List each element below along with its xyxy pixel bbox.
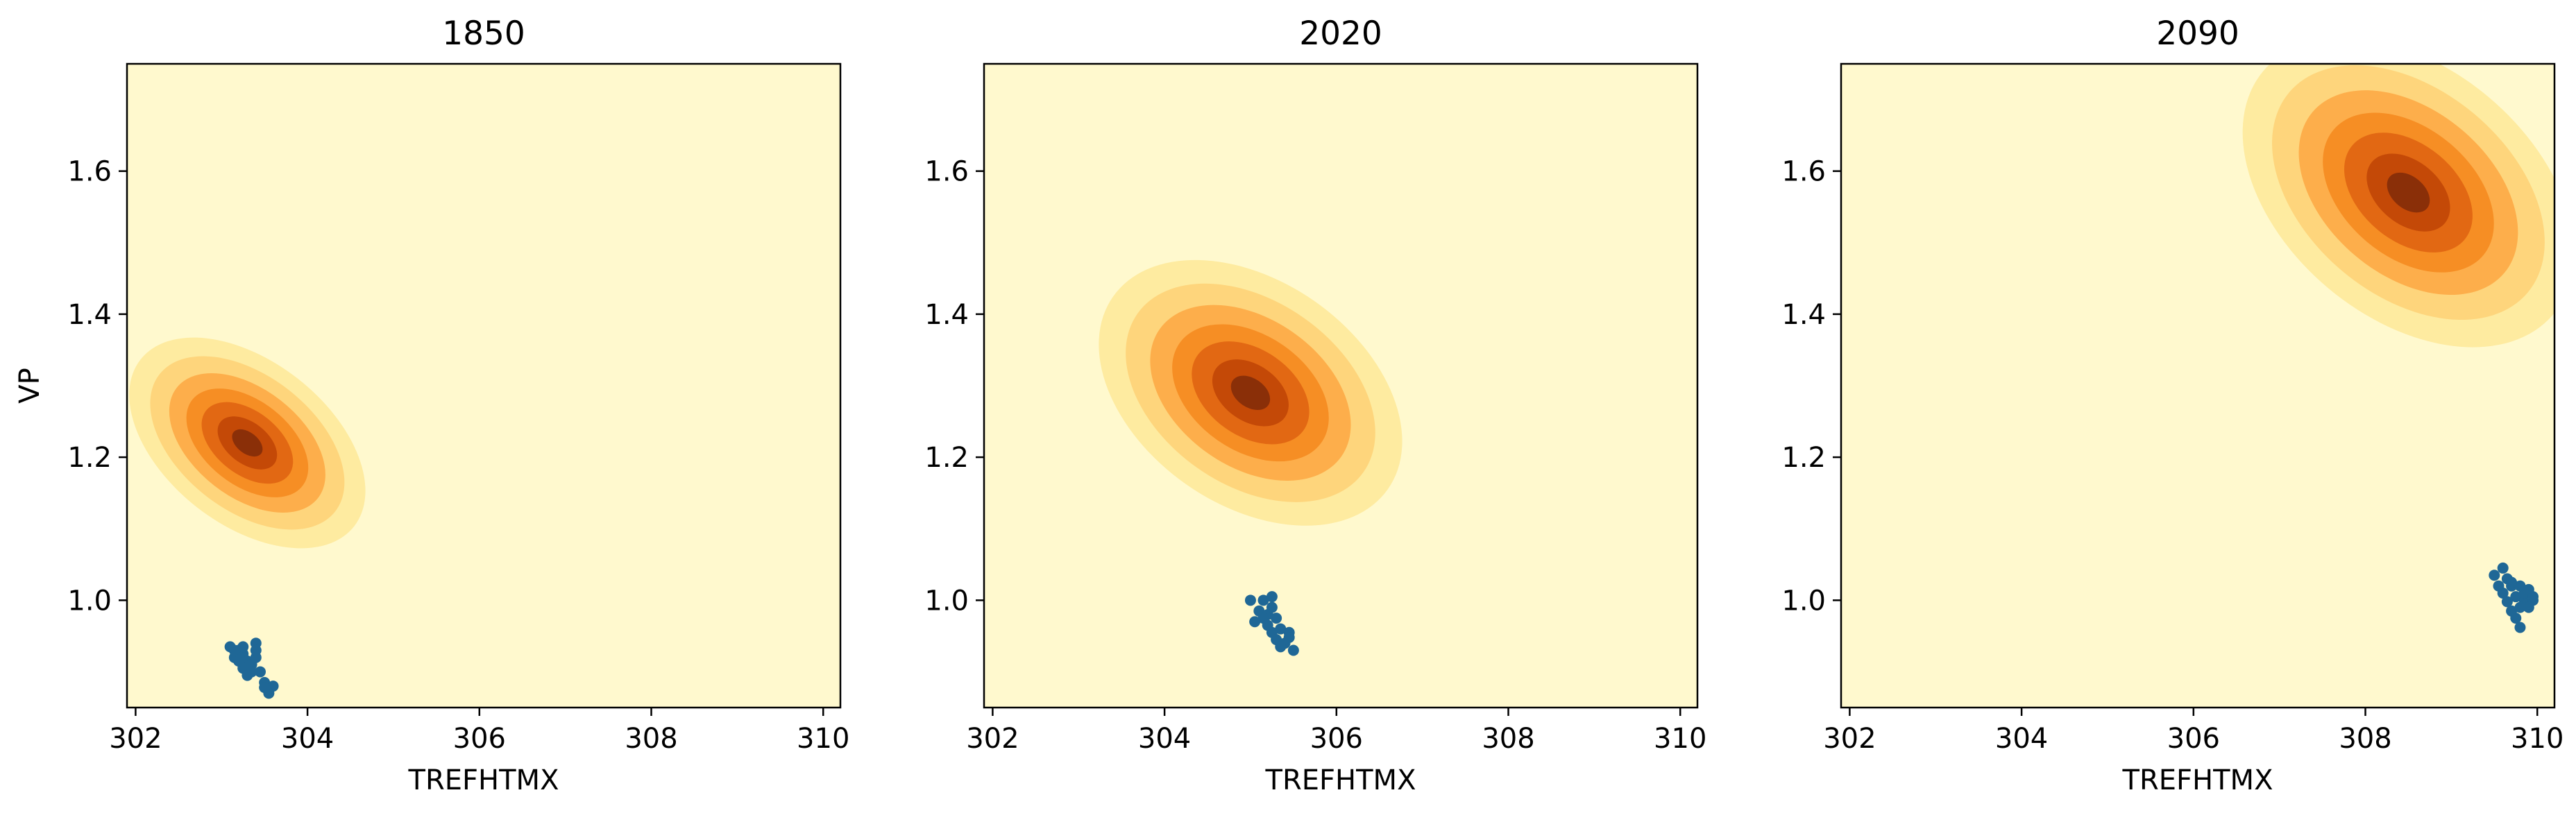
subplot-2090: 302 304 306 308 310 1.0 1.2 1.4 1.6 2090 TREFHT… (1781, 15, 2564, 796)
scatter-point (2514, 601, 2526, 613)
y-axis-label: VP (14, 368, 46, 403)
x-axis-label-2020: TREFHTMX (1265, 764, 1416, 796)
x-tick-label: 306 (453, 723, 506, 755)
scatter-point (1275, 623, 1287, 635)
x-ticks-1850: 302 304 306 308 310 (109, 708, 849, 755)
scatter-point (254, 666, 266, 678)
x-tick-label: 302 (1823, 723, 1876, 755)
scatter-point (2501, 596, 2513, 608)
y-tick-label: 1.4 (924, 299, 969, 331)
scatter-point (250, 644, 262, 656)
scatter-point (1283, 631, 1295, 643)
x-tick-label: 310 (2511, 723, 2564, 755)
x-tick-label: 304 (1138, 723, 1191, 755)
scatter-point (2514, 622, 2526, 633)
x-ticks-2020: 302 304 306 308 310 (966, 708, 1706, 755)
scatter-points-2090 (2489, 562, 2539, 633)
y-ticks-2020: 1.0 1.2 1.4 1.6 (924, 156, 984, 617)
y-tick-label: 1.6 (1781, 156, 1826, 188)
scatter-point (228, 644, 240, 656)
scatter-point (2489, 570, 2500, 581)
scatter-point (2493, 580, 2505, 592)
density-contours-1850 (129, 337, 366, 549)
scatter-point (259, 682, 271, 694)
scatter-point (2497, 562, 2509, 574)
subplot-title-1850: 1850 (442, 15, 525, 53)
x-tick-label: 308 (2339, 723, 2391, 755)
axes-frame-2090 (1840, 62, 2556, 709)
subplot-1850: 302 304 306 308 310 1.0 1.2 1.4 1.6 1850 TREFHT… (14, 15, 849, 796)
x-tick-label: 302 (966, 723, 1019, 755)
x-tick-label: 304 (281, 723, 334, 755)
subplot-title-2090: 2090 (2156, 15, 2239, 53)
scatter-point (1244, 594, 1256, 606)
y-tick-label: 1.2 (1781, 442, 1826, 474)
scatter-point (1257, 594, 1269, 606)
scatter-point (1249, 616, 1261, 628)
scatter-point (1271, 613, 1282, 624)
scatter-points-2020 (1244, 591, 1299, 656)
x-tick-label: 308 (1482, 723, 1534, 755)
y-tick-label: 1.0 (1781, 585, 1826, 617)
y-ticks-2090: 1.0 1.2 1.4 1.6 (1781, 156, 1841, 617)
density-level-7 (232, 429, 263, 457)
y-tick-label: 1.6 (67, 156, 112, 188)
scatter-point (233, 655, 245, 667)
x-tick-label: 310 (1654, 723, 1706, 755)
x-tick-label: 302 (109, 723, 162, 755)
x-ticks-2090: 302 304 306 308 310 (1823, 708, 2564, 755)
density-level-7 (2387, 172, 2430, 213)
scatter-point (1257, 613, 1269, 624)
density-contours-2090 (2242, 64, 2554, 348)
x-tick-label: 308 (625, 723, 677, 755)
scatter-point (2518, 588, 2530, 599)
density-contours-2020 (1099, 259, 1403, 526)
scatter-point (2523, 601, 2534, 613)
scatter-point (2527, 591, 2539, 603)
x-tick-label: 310 (797, 723, 849, 755)
scatter-point (1266, 601, 1278, 613)
y-tick-label: 1.0 (67, 585, 112, 617)
axes-frame-2020 (983, 62, 1699, 709)
scatter-point (1266, 591, 1278, 603)
scatter-point (2510, 613, 2522, 624)
x-axis-label-2090: TREFHTMX (2122, 764, 2273, 796)
x-tick-label: 304 (1995, 723, 2048, 755)
subplot-title-2020: 2020 (1299, 15, 1382, 53)
scatter-points-1850 (224, 637, 279, 699)
y-tick-label: 1.4 (67, 299, 112, 331)
x-tick-label: 306 (1310, 723, 1363, 755)
y-tick-label: 1.2 (924, 442, 969, 474)
y-tick-label: 1.6 (924, 156, 969, 188)
y-tick-label: 1.2 (67, 442, 112, 474)
scatter-point (2510, 591, 2522, 603)
scatter-point (237, 641, 249, 653)
y-tick-label: 1.4 (1781, 299, 1826, 331)
scatter-point (246, 666, 257, 678)
x-tick-label: 306 (2167, 723, 2220, 755)
y-ticks-1850: 1.0 1.2 1.4 1.6 (67, 156, 127, 617)
axes-frame-1850 (126, 62, 842, 709)
y-tick-label: 1.0 (924, 585, 969, 617)
scatter-point (2506, 576, 2518, 588)
scatter-point (1287, 644, 1299, 656)
subplot-2020: 302 304 306 308 310 1.0 1.2 1.4 1.6 2020 TREFHT… (924, 15, 1706, 796)
scatter-point (1275, 641, 1287, 653)
x-axis-label-1850: TREFHTMX (408, 764, 559, 796)
density-level-7 (1230, 375, 1271, 411)
